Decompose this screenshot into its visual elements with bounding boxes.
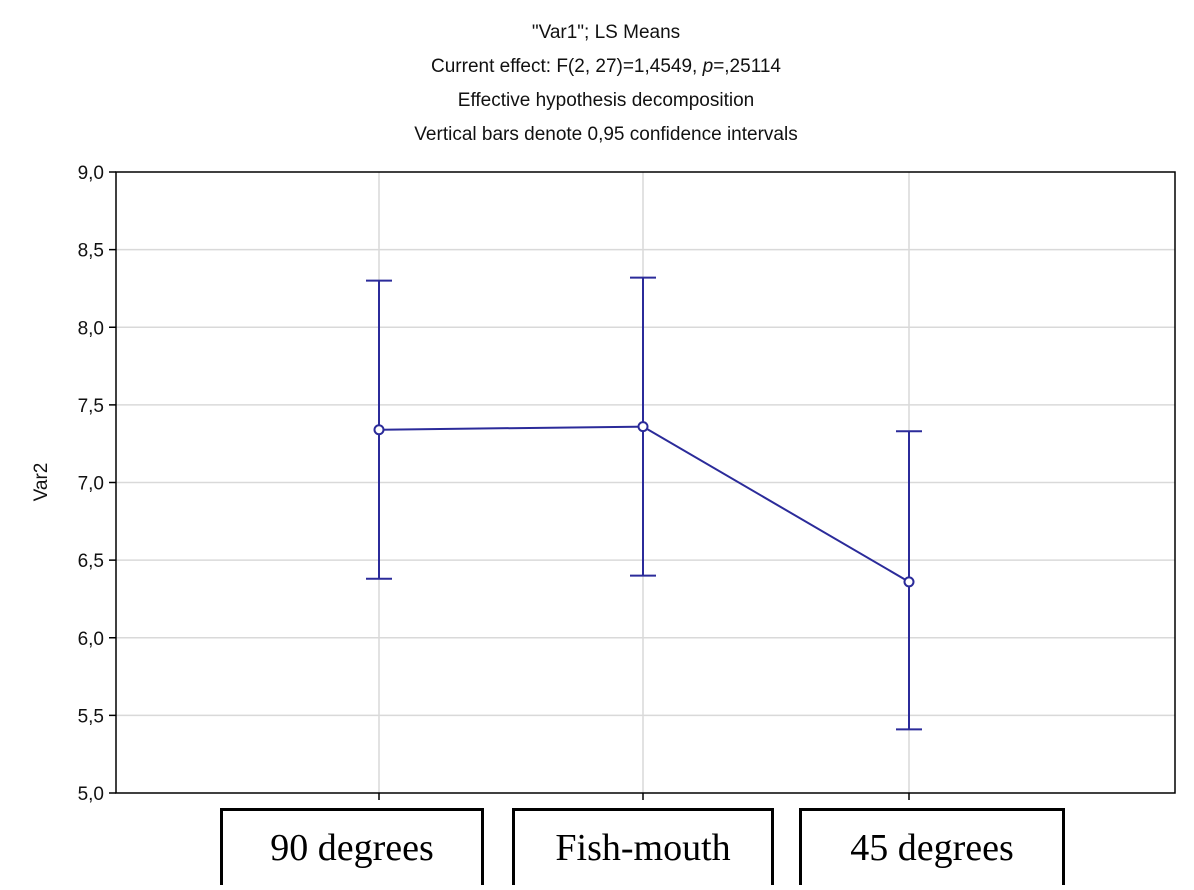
category-label-fish-mouth: Fish-mouth [512,808,774,885]
chart-subtitle-effect: Current effect: F(2, 27)=1,4549, p=,2511… [431,56,781,77]
mean-point-1 [373,424,385,436]
y-tick-label: 5,0 [78,784,104,805]
chart-subtitle-ci: Vertical bars denote 0,95 confidence int… [414,124,797,145]
plot-area: 5,0 5,5 6,0 6,5 7,0 7,5 8,0 8,5 9,0 [78,163,1176,805]
y-tick-label: 9,0 [78,163,104,184]
y-tick-label: 6,0 [78,629,104,650]
y-tick-label: 6,5 [78,551,104,572]
plot-frame [115,171,1176,794]
y-tick-label: 5,5 [78,706,104,727]
category-label-45-degrees: 45 degrees [799,808,1065,885]
y-axis-title: Var2 [31,463,52,502]
chart-subtitle-decomposition: Effective hypothesis decomposition [458,90,754,111]
effect-text: Current effect: F(2, 27)=1,4549, [431,56,703,77]
p-symbol: p [702,56,714,77]
mean-point-2 [637,421,649,433]
mean-point-3 [903,576,915,588]
y-tick-label: 8,0 [78,318,104,339]
category-label-90-degrees: 90 degrees [220,808,484,885]
y-tick-label: 7,5 [78,396,104,417]
y-tick-label: 7,0 [78,474,104,495]
chart-title: "Var1"; LS Means [532,22,680,43]
y-tick-label: 8,5 [78,241,104,262]
p-value: =,25114 [713,56,781,77]
